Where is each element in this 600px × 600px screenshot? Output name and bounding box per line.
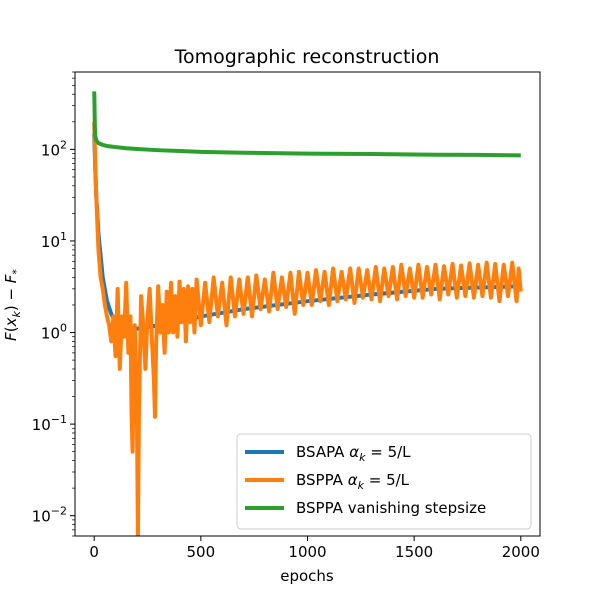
- y-axis-label: F(xk) − F*: [2, 269, 23, 341]
- series-line-2: [92, 91, 521, 158]
- x-tick-label: 0: [89, 543, 99, 561]
- chart-title: Tomographic reconstruction: [174, 46, 440, 68]
- legend-label-bsppa: BSPPA αk = 5/L: [296, 471, 410, 492]
- y-tick-label: 101: [41, 230, 67, 251]
- legend-label-bsppa-vanishing: BSPPA vanishing stepsize: [296, 499, 486, 517]
- x-tick-label: 2000: [502, 543, 540, 561]
- series-line-1: [92, 121, 523, 536]
- y-tick-label: 102: [41, 138, 67, 159]
- x-axis-ticks: 0 500 1000 1500 2000: [89, 536, 540, 561]
- y-axis-ticks: 10−2 10−1 100 101 102: [32, 71, 75, 537]
- y-tick-label: 100: [41, 322, 67, 343]
- y-tick-label: 10−2: [32, 505, 67, 526]
- legend: BSAPA αk = 5/L BSPPA αk = 5/L BSPPA vani…: [236, 433, 532, 530]
- x-tick-label: 500: [187, 543, 216, 561]
- x-tick-label: 1000: [288, 543, 326, 561]
- x-axis-label: epochs: [280, 567, 334, 585]
- y-tick-label: 10−1: [32, 413, 67, 434]
- x-tick-label: 1500: [395, 543, 433, 561]
- legend-frame: [236, 433, 532, 530]
- series-layer: [92, 91, 523, 536]
- legend-label-bsapa: BSAPA αk = 5/L: [296, 443, 411, 464]
